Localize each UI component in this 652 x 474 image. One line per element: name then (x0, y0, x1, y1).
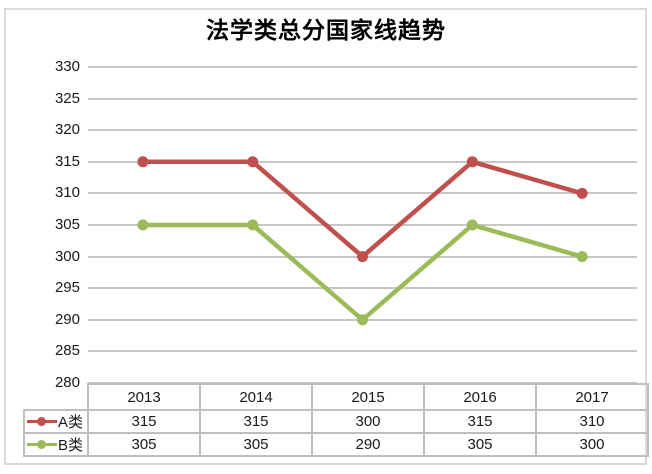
y-axis-tick-label: 285 (54, 342, 80, 360)
gridline (88, 318, 637, 321)
y-axis-tick-label: 330 (54, 58, 80, 75)
gridline (88, 192, 637, 195)
y-axis-tick-label: 325 (54, 89, 80, 107)
table-row: A类 315 315 300 315 310 (23, 409, 649, 434)
legend-marker-icon (27, 416, 57, 427)
table-value-cell: 310 (535, 409, 649, 434)
gridline (88, 224, 637, 226)
table-header-row: 2013 2014 2015 2016 2017 (24, 383, 649, 411)
y-axis-tick-label: 300 (54, 247, 80, 265)
table-value-cell: 305 (87, 432, 201, 457)
table-value-cell: 315 (87, 409, 201, 434)
gridline (88, 255, 637, 258)
legend-series-label: A类 (58, 414, 84, 431)
data-table: 2013 2014 2015 2016 2017 A类 315 315 300 315 310 B类 3… (23, 383, 649, 457)
gridline (88, 129, 637, 132)
y-axis-tick-label: 310 (54, 184, 80, 202)
table-value-cell: 290 (311, 432, 425, 457)
table-value-cell: 305 (199, 432, 313, 457)
y-axis-tick-label: 315 (54, 152, 80, 170)
y-axis-tick-label: 290 (54, 310, 80, 328)
gridline (88, 66, 637, 68)
table-value-cell: 300 (535, 432, 649, 457)
table-row: B类 305 305 290 305 300 (23, 432, 649, 457)
y-axis-tick-label: 295 (54, 279, 80, 297)
gridline (88, 97, 637, 100)
x-category-label: 2014 (199, 383, 313, 411)
legend-marker-icon (27, 439, 57, 450)
legend-cell: B类 (23, 432, 89, 457)
y-axis-tick-label: 305 (54, 216, 80, 233)
table-value-cell: 300 (311, 409, 425, 434)
table-corner-cell (24, 384, 89, 410)
table-value-cell: 315 (423, 409, 537, 434)
y-axis-tick-label: 320 (54, 121, 80, 139)
x-category-label: 2015 (311, 383, 425, 411)
x-category-label: 2013 (87, 383, 201, 411)
x-category-label: 2016 (423, 383, 537, 411)
x-category-label: 2017 (535, 383, 649, 411)
legend-series-label: B类 (58, 437, 84, 454)
table-value-cell: 315 (199, 409, 313, 434)
gridline (88, 382, 637, 384)
gridline (88, 160, 637, 163)
chart-title: 法学类总分国家线趋势 (206, 17, 446, 43)
legend-cell: A类 (23, 409, 89, 434)
table-value-cell: 305 (423, 432, 537, 457)
gridline (88, 350, 637, 353)
gridline (88, 287, 637, 290)
